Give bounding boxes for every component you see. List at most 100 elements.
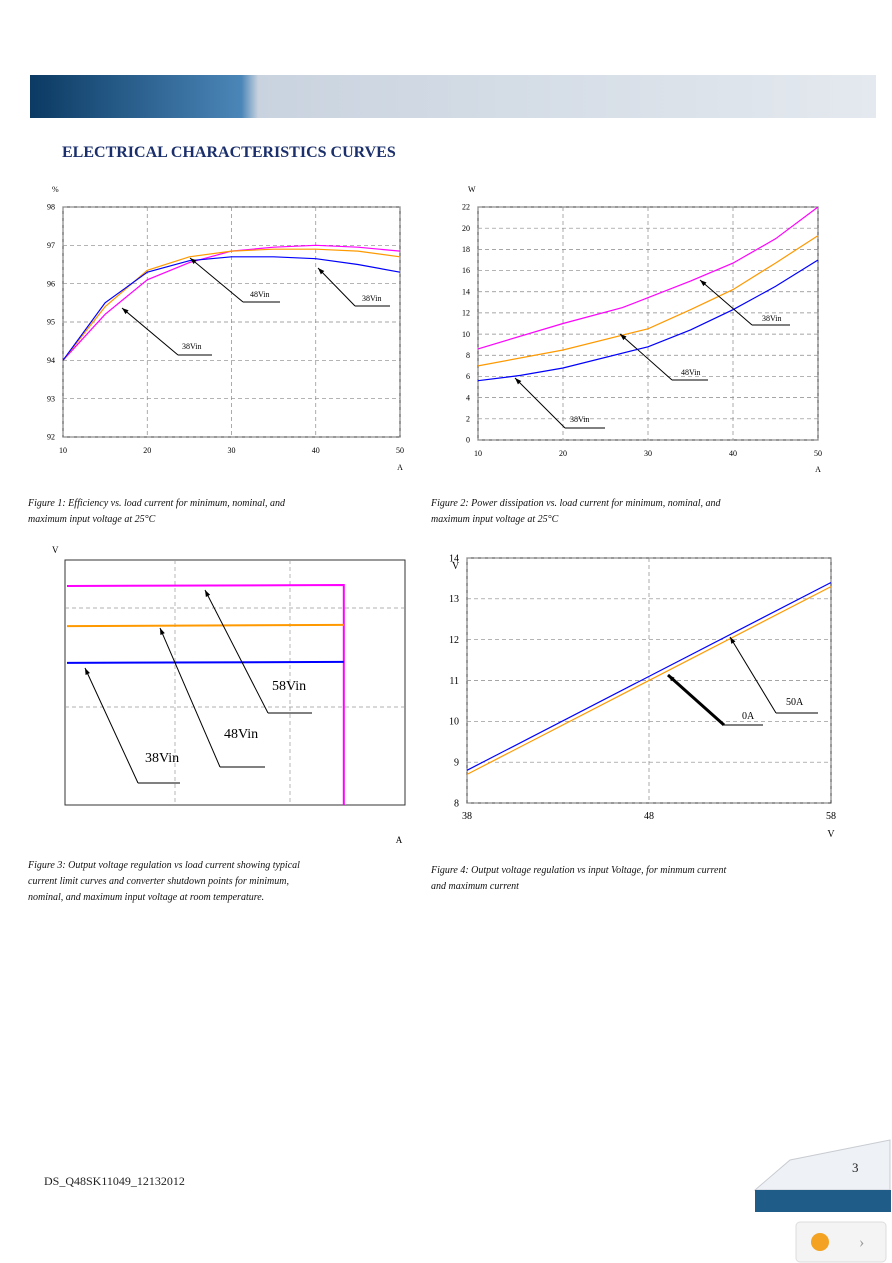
y-axis-label: V bbox=[452, 561, 460, 572]
annotation-arrowhead bbox=[620, 334, 627, 341]
series-line bbox=[477, 206, 819, 350]
x-tick-label: 30 bbox=[644, 449, 652, 458]
y-axis-label: % bbox=[52, 185, 59, 194]
y-axis-label: W bbox=[468, 185, 476, 194]
annotation: 38Vin bbox=[182, 342, 202, 351]
y-axis-label: V bbox=[52, 545, 59, 555]
annotation-leader bbox=[189, 257, 244, 303]
nav-widget[interactable] bbox=[795, 1221, 887, 1263]
annotation: 38Vin bbox=[145, 751, 179, 766]
annotation: 38Vin bbox=[570, 415, 590, 424]
y-tick-label: 11 bbox=[449, 676, 459, 687]
y-tick-label: 95 bbox=[47, 318, 55, 327]
x-tick-label: 40 bbox=[312, 446, 320, 455]
annotation-leader bbox=[699, 279, 753, 326]
annotation-arrowhead bbox=[205, 590, 211, 597]
annotation-arrowhead bbox=[85, 668, 90, 675]
series-line bbox=[66, 623, 344, 628]
annotation: 48Vin bbox=[224, 727, 258, 742]
y-tick-label: 96 bbox=[47, 279, 55, 288]
y-tick-label: 94 bbox=[47, 356, 55, 365]
annotation: 50A bbox=[786, 697, 804, 708]
caption-line: maximum input voltage at 25°C bbox=[28, 514, 156, 525]
y-tick-label: 18 bbox=[462, 245, 470, 254]
annotation-leader bbox=[514, 377, 566, 429]
x-axis-label: V bbox=[827, 829, 835, 840]
header-banner bbox=[30, 75, 876, 118]
caption: Figure 1: Efficiency vs. load current fo… bbox=[28, 496, 285, 528]
y-tick-label: 97 bbox=[47, 241, 55, 250]
annotation: 58Vin bbox=[272, 679, 306, 694]
y-tick-label: 13 bbox=[449, 594, 459, 605]
logo bbox=[811, 1233, 829, 1251]
y-tick-label: 0 bbox=[466, 436, 470, 445]
y-tick-label: 12 bbox=[462, 309, 470, 318]
annotation-arrowhead bbox=[515, 378, 522, 385]
annotation-arrowhead bbox=[668, 675, 675, 682]
y-tick-label: 92 bbox=[47, 433, 55, 442]
caption: Figure 3: Output voltage regulation vs l… bbox=[28, 858, 300, 906]
annotation-arrowhead bbox=[160, 628, 165, 635]
x-tick-label: 10 bbox=[59, 446, 67, 455]
footer-decor bbox=[753, 1139, 891, 1191]
caption: Figure 4: Output voltage regulation vs i… bbox=[431, 863, 726, 895]
caption-line: current limit curves and converter shutd… bbox=[28, 876, 289, 887]
series-line bbox=[466, 581, 832, 771]
annotation-leader bbox=[619, 333, 673, 381]
y-tick-label: 9 bbox=[454, 758, 459, 769]
page-number: 3 bbox=[852, 1160, 859, 1175]
y-tick-label: 6 bbox=[466, 372, 470, 381]
series-line bbox=[66, 660, 344, 664]
annotation: 48Vin bbox=[681, 368, 701, 377]
y-tick-label: 12 bbox=[449, 635, 459, 646]
y-tick-label: 10 bbox=[462, 330, 470, 339]
annotation-arrowhead bbox=[190, 258, 197, 265]
caption-line: maximum input voltage at 25°C bbox=[431, 514, 559, 525]
annotation: 0A bbox=[742, 711, 755, 722]
x-axis-label: A bbox=[397, 463, 403, 472]
annotation-leader bbox=[317, 267, 356, 307]
series-line bbox=[466, 586, 832, 775]
x-tick-label: 50 bbox=[396, 446, 404, 455]
caption-line: nominal, and maximum input voltage at ro… bbox=[28, 892, 265, 903]
annotation-leader bbox=[121, 307, 179, 356]
plot-frame bbox=[64, 559, 406, 806]
annotation: 38Vin bbox=[362, 294, 382, 303]
annotation: 48Vin bbox=[250, 290, 270, 299]
annotation-leader bbox=[667, 673, 725, 727]
caption-line: Figure 2: Power dissipation vs. load cur… bbox=[431, 498, 721, 509]
x-tick-label: 38 bbox=[462, 811, 472, 822]
series-line bbox=[477, 259, 819, 382]
annotation-arrowhead bbox=[700, 280, 707, 287]
x-tick-label: 50 bbox=[814, 449, 822, 458]
y-tick-label: 10 bbox=[449, 717, 459, 728]
annotation-leader bbox=[84, 667, 139, 784]
caption-line: Figure 3: Output voltage regulation vs l… bbox=[28, 860, 300, 871]
annotation-leader bbox=[159, 627, 221, 768]
next-arrow[interactable]: › bbox=[859, 1234, 864, 1251]
annotation-leader bbox=[204, 589, 269, 714]
doc-id: DS_Q48SK11049_12132012 bbox=[44, 1174, 185, 1188]
series-line bbox=[66, 583, 345, 805]
annotation-arrowhead bbox=[318, 268, 325, 275]
caption-line: Figure 4: Output voltage regulation vs i… bbox=[431, 865, 727, 876]
y-tick-label: 20 bbox=[462, 224, 470, 233]
x-tick-label: 58 bbox=[826, 811, 836, 822]
series-line bbox=[62, 248, 401, 361]
caption-line: and maximum current bbox=[431, 881, 519, 892]
annotation-arrowhead bbox=[122, 308, 129, 315]
caption: Figure 2: Power dissipation vs. load cur… bbox=[431, 496, 721, 528]
series-line bbox=[477, 235, 819, 367]
y-tick-label: 14 bbox=[462, 287, 470, 296]
y-tick-label: 8 bbox=[466, 351, 470, 360]
footer-bar bbox=[755, 1190, 891, 1212]
annotation-arrowhead bbox=[730, 637, 736, 644]
y-tick-label: 8 bbox=[454, 798, 459, 809]
annotation-leader bbox=[729, 636, 777, 714]
x-axis-label: A bbox=[815, 465, 821, 474]
y-tick-label: 93 bbox=[47, 394, 55, 403]
y-tick-label: 98 bbox=[47, 203, 55, 212]
x-tick-label: 10 bbox=[474, 449, 482, 458]
